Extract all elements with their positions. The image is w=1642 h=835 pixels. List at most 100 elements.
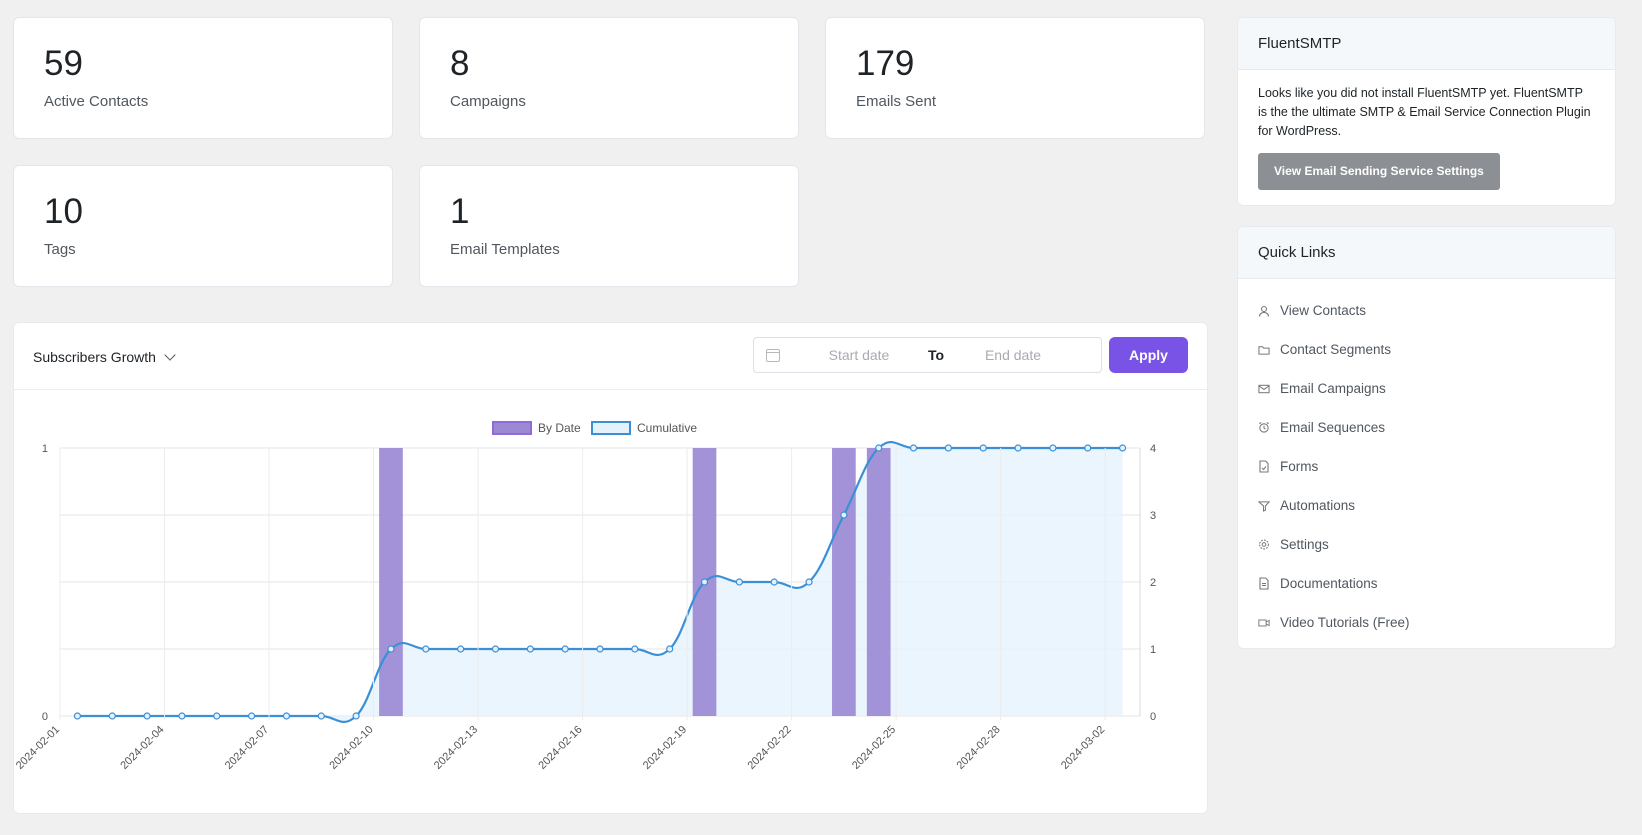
x-tick-label: 2024-02-01 — [14, 724, 62, 772]
quick-link-email-campaigns[interactable]: Email Campaigns — [1258, 369, 1595, 408]
cumulative-point — [491, 645, 500, 653]
quick-links-card: Quick Links View Contacts Contact Segment… — [1237, 226, 1616, 649]
left-tick-label: 0 — [42, 711, 48, 723]
quick-link-label: Email Campaigns — [1280, 381, 1386, 396]
cumulative-point — [352, 712, 360, 720]
funnel-icon — [1258, 500, 1270, 512]
quick-link-label: Video Tutorials (Free) — [1280, 615, 1410, 630]
quick-link-automations[interactable]: Automations — [1258, 486, 1595, 525]
quick-link-view-contacts[interactable]: View Contacts — [1258, 291, 1595, 330]
cumulative-point — [596, 645, 604, 653]
cumulative-point — [979, 444, 987, 452]
quick-link-forms[interactable]: Forms — [1258, 447, 1595, 486]
cumulative-point — [805, 578, 813, 586]
user-icon — [1258, 305, 1270, 317]
chart-type-dropdown[interactable]: Subscribers Growth — [33, 349, 176, 365]
chart-panel-header: Subscribers Growth Start date To End dat… — [14, 323, 1207, 390]
end-date-input[interactable]: End date — [984, 347, 1042, 363]
quick-link-settings[interactable]: Settings — [1258, 525, 1595, 564]
cumulative-point — [840, 511, 848, 519]
date-range-separator: To — [927, 347, 945, 363]
cumulative-point — [1118, 444, 1127, 452]
stat-value: 8 — [450, 44, 470, 83]
cumulative-point — [700, 578, 709, 586]
cumulative-point — [282, 712, 291, 720]
x-tick-label: 2024-02-13 — [432, 724, 480, 772]
date-range-picker[interactable]: Start date To End date — [753, 337, 1102, 373]
stat-label: Emails Sent — [856, 93, 937, 110]
quick-link-email-sequences[interactable]: Email Sequences — [1258, 408, 1595, 447]
quick-link-label: Contact Segments — [1280, 342, 1392, 357]
cumulative-point — [213, 712, 221, 720]
x-tick-label: 2024-02-22 — [745, 724, 793, 772]
cumulative-point — [909, 444, 918, 452]
start-date-input[interactable]: Start date — [828, 347, 890, 363]
chevron-down-icon — [164, 349, 176, 361]
quick-link-label: Settings — [1280, 537, 1329, 552]
quick-link-label: View Contacts — [1280, 303, 1367, 318]
left-tick-label: 1 — [42, 443, 48, 455]
x-tick-label: 2024-02-10 — [327, 724, 375, 772]
quick-link-contact-segments[interactable]: Contact Segments — [1258, 330, 1595, 369]
stat-value: 1 — [450, 192, 470, 231]
cumulative-point — [143, 712, 151, 720]
cumulative-area — [77, 442, 1123, 722]
quick-links-title: Quick Links — [1238, 227, 1615, 279]
subscribers-growth-chart: 0 1 0 1 2 3 4 2024-02-01 2024-02-04 2024-02-07 202… — [14, 421, 1156, 772]
cumulative-point — [1014, 444, 1022, 452]
cumulative-point — [944, 444, 952, 452]
cumulative-point — [73, 712, 82, 720]
x-tick-label: 2024-02-19 — [641, 724, 689, 772]
quick-link-video-tutorials-free[interactable]: Video Tutorials (Free) — [1258, 603, 1595, 642]
legend-swatch-by-date — [492, 421, 532, 435]
stat-value: 179 — [856, 44, 915, 83]
alarm-clock-icon — [1258, 422, 1270, 434]
stat-label: Campaigns — [450, 93, 526, 110]
gear-icon — [1258, 539, 1270, 551]
x-tick-label: 2024-02-16 — [536, 724, 584, 772]
cumulative-point — [735, 578, 743, 586]
legend-label-cumulative: Cumulative — [637, 421, 697, 435]
stat-card-active-contacts[interactable]: 59 Active Contacts — [13, 17, 393, 139]
calendar-icon — [766, 348, 780, 362]
legend-label-by-date: By Date — [538, 421, 581, 435]
x-tick-label: 2024-02-04 — [118, 724, 166, 772]
stat-card-tags[interactable]: 10 Tags — [13, 165, 393, 287]
stat-card-campaigns[interactable]: 8 Campaigns — [419, 17, 799, 139]
stat-label: Tags — [44, 241, 76, 258]
fluentsmtp-card: FluentSMTP Looks like you did not instal… — [1237, 17, 1616, 206]
cumulative-point — [1049, 444, 1057, 452]
right-tick-label: 1 — [1150, 644, 1156, 656]
stat-card-emails-sent[interactable]: 179 Emails Sent — [825, 17, 1205, 139]
folder-icon — [1258, 344, 1270, 356]
bar-by-date — [379, 448, 403, 716]
x-tick-label: 2024-03-02 — [1059, 724, 1107, 772]
cumulative-point — [108, 712, 116, 720]
view-email-sending-settings-button[interactable]: View Email Sending Service Settings — [1258, 153, 1500, 190]
quick-link-label: Forms — [1280, 459, 1319, 474]
stat-value: 10 — [44, 192, 83, 231]
chart-type-label: Subscribers Growth — [33, 349, 156, 365]
cumulative-point — [770, 578, 778, 586]
cumulative-point — [561, 645, 569, 653]
cumulative-point — [526, 645, 534, 653]
x-tick-label: 2024-02-25 — [850, 724, 898, 772]
form-document-icon — [1258, 460, 1270, 473]
bar-by-date — [832, 448, 856, 716]
bar-by-date — [866, 448, 891, 716]
subscribers-growth-panel: Subscribers Growth Start date To End dat… — [13, 322, 1208, 814]
x-tick-label: 2024-02-28 — [954, 724, 1002, 772]
quick-link-documentations[interactable]: Documentations — [1258, 564, 1595, 603]
stat-card-email-templates[interactable]: 1 Email Templates — [419, 165, 799, 287]
right-tick-label: 4 — [1150, 443, 1156, 455]
x-tick-label: 2024-02-07 — [223, 724, 271, 772]
legend-swatch-cumulative — [591, 421, 631, 435]
right-tick-label: 2 — [1150, 577, 1156, 589]
cumulative-point — [248, 712, 256, 720]
stat-value: 59 — [44, 44, 83, 83]
right-tick-label: 3 — [1150, 510, 1156, 522]
apply-button[interactable]: Apply — [1109, 337, 1188, 373]
fluentsmtp-title: FluentSMTP — [1238, 18, 1615, 70]
video-icon — [1258, 617, 1270, 629]
quick-link-label: Email Sequences — [1280, 420, 1386, 435]
